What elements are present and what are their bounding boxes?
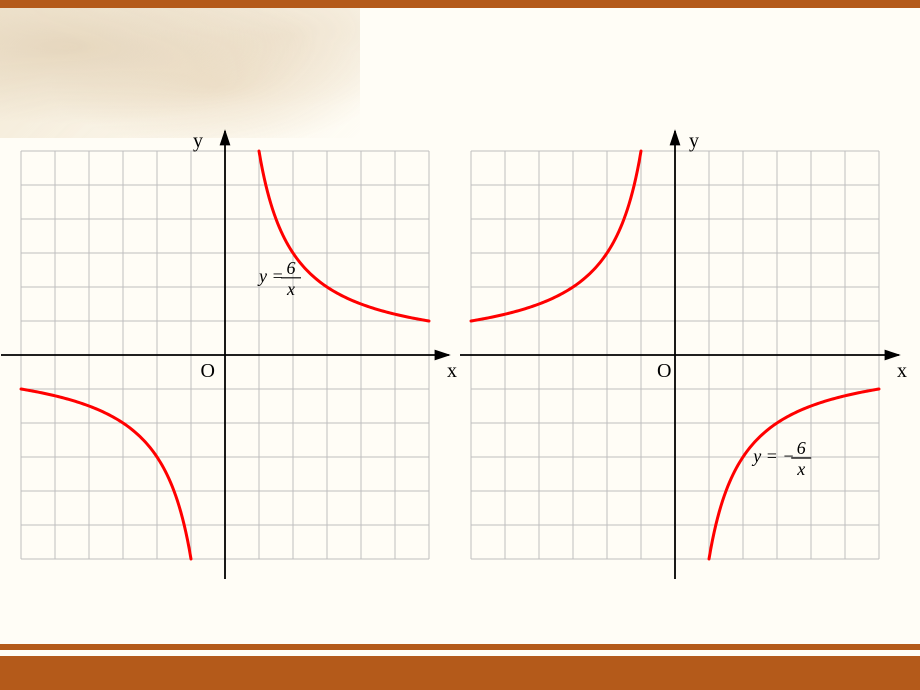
decorative-pattern [0, 8, 360, 138]
border-bottom-line [0, 644, 920, 650]
equation-lhs: y = − [751, 446, 794, 466]
equation-lhs: y = [257, 266, 284, 286]
x-axis-label: x [897, 360, 907, 382]
equation-label: y = −6x [751, 438, 811, 479]
origin-label: O [201, 360, 215, 382]
y-axis-label: y [193, 130, 203, 152]
chart-right: xyOy = −6x [460, 120, 920, 640]
equation-numerator: 6 [287, 258, 296, 278]
charts-container: xyOy =6x xyOy = −6x [0, 120, 920, 640]
border-top [0, 0, 920, 8]
equation-denominator: x [286, 279, 295, 299]
chart-left: xyOy =6x [0, 120, 460, 640]
y-axis-label: y [689, 130, 699, 152]
x-axis-label: x [447, 360, 457, 382]
origin-label: O [657, 360, 671, 382]
equation-denominator: x [796, 459, 805, 479]
border-bottom [0, 656, 920, 690]
slide-frame: xyOy =6x xyOy = −6x [0, 0, 920, 690]
equation-label: y =6x [257, 258, 301, 299]
equation-numerator: 6 [797, 438, 806, 458]
